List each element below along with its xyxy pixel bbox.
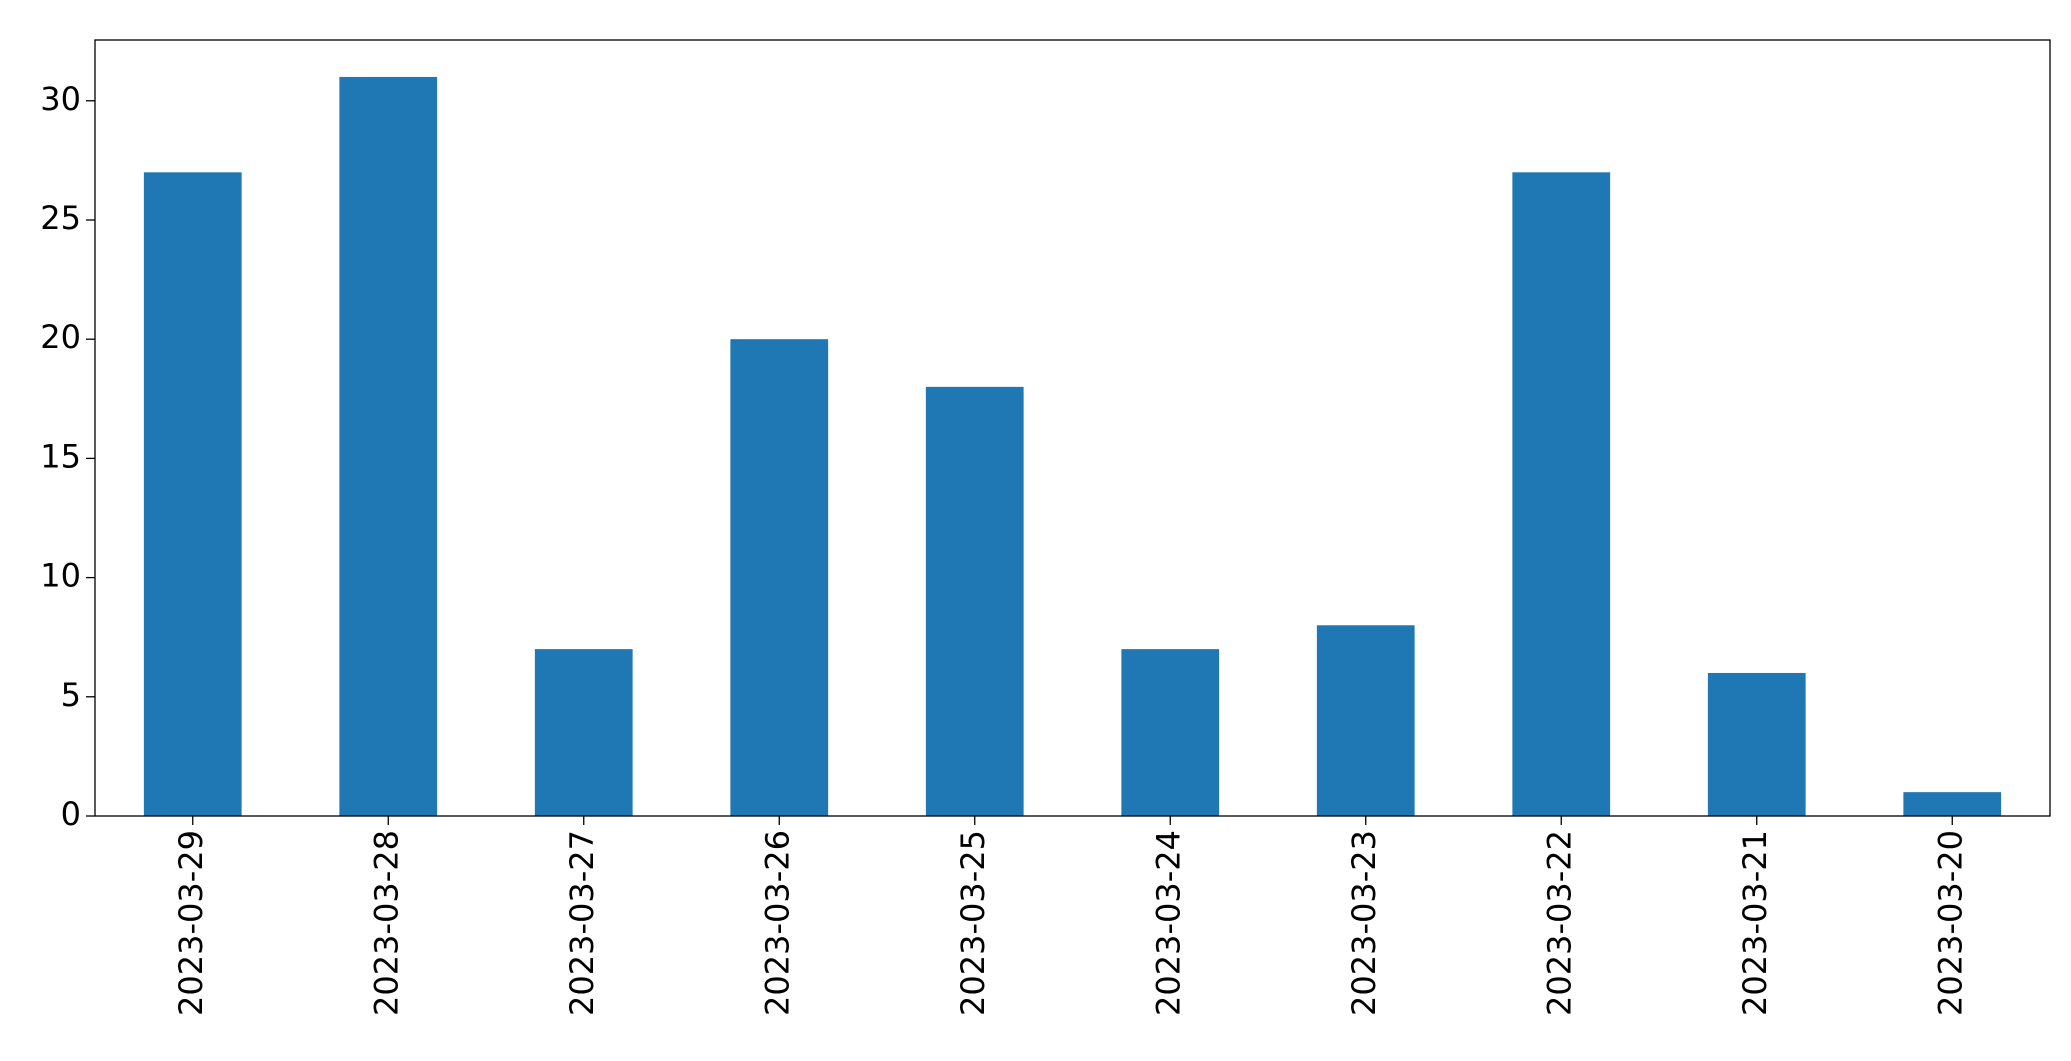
x-tick-label: 2023-03-25 bbox=[954, 830, 992, 1016]
bar bbox=[534, 649, 633, 816]
x-tick-label: 2023-03-26 bbox=[758, 830, 796, 1016]
y-tick-label: 5 bbox=[61, 676, 81, 714]
bar bbox=[339, 76, 438, 816]
bar bbox=[925, 386, 1024, 816]
axes-frame bbox=[94, 39, 2051, 817]
x-tick-label: 2023-03-27 bbox=[563, 830, 601, 1016]
x-tick-label: 2023-03-20 bbox=[1931, 830, 1969, 1016]
bar bbox=[1121, 649, 1220, 816]
y-tick-label: 0 bbox=[61, 795, 81, 833]
x-tick-label: 2023-03-28 bbox=[367, 830, 405, 1016]
bar bbox=[730, 339, 829, 816]
bar bbox=[1512, 172, 1611, 817]
bar bbox=[1707, 672, 1806, 816]
x-tick-label: 2023-03-22 bbox=[1540, 830, 1578, 1016]
x-tick-label: 2023-03-21 bbox=[1736, 830, 1774, 1016]
x-tick-label: 2023-03-29 bbox=[172, 830, 210, 1016]
y-tick-label: 25 bbox=[40, 199, 81, 237]
bar bbox=[1903, 792, 2002, 816]
y-tick-label: 20 bbox=[40, 318, 81, 356]
y-tick-label: 30 bbox=[40, 80, 81, 118]
bar bbox=[143, 172, 242, 817]
y-tick-label: 10 bbox=[40, 557, 81, 595]
y-tick-label: 15 bbox=[40, 437, 81, 475]
bar bbox=[1316, 625, 1415, 816]
x-tick-label: 2023-03-23 bbox=[1345, 830, 1383, 1016]
x-tick-label: 2023-03-24 bbox=[1149, 830, 1187, 1016]
